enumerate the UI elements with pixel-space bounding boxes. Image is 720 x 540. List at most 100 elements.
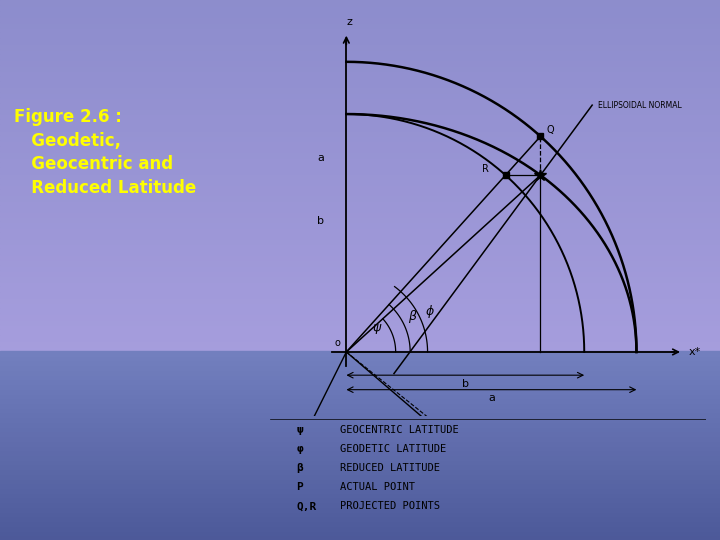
Bar xyxy=(0,491,720,497)
Bar xyxy=(0,378,720,383)
Bar xyxy=(0,32,720,38)
Bar xyxy=(0,416,720,421)
Bar xyxy=(0,450,720,455)
Bar xyxy=(0,173,720,178)
Bar xyxy=(0,432,720,437)
Bar xyxy=(0,157,720,162)
Bar xyxy=(0,243,720,248)
Bar xyxy=(0,399,720,403)
Bar xyxy=(0,248,720,254)
Bar xyxy=(0,81,720,86)
Bar xyxy=(0,436,720,441)
Bar xyxy=(0,464,720,470)
Bar xyxy=(0,455,720,460)
Bar xyxy=(0,43,720,49)
Bar xyxy=(0,356,720,361)
Bar xyxy=(0,54,720,59)
Bar xyxy=(0,365,720,370)
Bar xyxy=(0,394,720,400)
Bar xyxy=(0,108,720,113)
Bar xyxy=(0,427,720,432)
Text: ELLIPSOIDAL NORMAL: ELLIPSOIDAL NORMAL xyxy=(598,100,682,110)
Bar xyxy=(0,313,720,319)
Bar xyxy=(0,124,720,130)
Bar xyxy=(0,483,720,488)
Bar xyxy=(0,383,720,389)
Bar xyxy=(0,508,720,513)
Bar xyxy=(0,346,720,351)
Bar xyxy=(0,49,720,54)
Bar xyxy=(0,361,720,365)
Bar xyxy=(0,146,720,151)
Bar xyxy=(0,211,720,216)
Bar xyxy=(0,367,720,373)
Bar xyxy=(0,481,720,486)
Text: a: a xyxy=(318,153,324,163)
Bar xyxy=(0,524,720,529)
Bar xyxy=(0,437,720,443)
Bar xyxy=(0,97,720,103)
Bar xyxy=(0,384,720,389)
Bar xyxy=(0,119,720,124)
Text: o: o xyxy=(335,338,341,348)
Text: P: P xyxy=(296,482,303,492)
Text: ACTUAL POINT: ACTUAL POINT xyxy=(340,482,415,492)
Bar xyxy=(0,292,720,297)
Bar xyxy=(0,221,720,227)
Bar xyxy=(0,417,720,422)
Bar xyxy=(0,535,720,540)
Bar xyxy=(0,475,720,481)
Text: Q,R: Q,R xyxy=(296,502,316,511)
Bar xyxy=(0,162,720,167)
Bar xyxy=(0,459,720,464)
Bar xyxy=(0,502,720,508)
Bar xyxy=(0,422,720,427)
Bar xyxy=(0,375,720,379)
Bar xyxy=(0,319,720,324)
Bar xyxy=(0,497,720,502)
Bar xyxy=(0,530,720,535)
Bar xyxy=(0,135,720,140)
Bar xyxy=(0,403,720,408)
Text: PROJECTED POINTS: PROJECTED POINTS xyxy=(340,502,440,511)
Bar xyxy=(0,76,720,81)
Bar xyxy=(0,448,720,454)
Text: $\beta$: $\beta$ xyxy=(408,308,417,325)
Bar xyxy=(0,167,720,173)
Bar xyxy=(0,265,720,270)
Bar xyxy=(0,427,720,431)
Bar xyxy=(0,189,720,194)
Bar xyxy=(0,151,720,157)
Bar xyxy=(0,474,720,478)
Bar xyxy=(0,92,720,97)
Text: GEOCENTRIC LATITUDE: GEOCENTRIC LATITUDE xyxy=(340,426,459,435)
Bar xyxy=(0,512,720,516)
Bar xyxy=(0,389,720,394)
Text: Figure 2.6 :
   Geodetic,
   Geocentric and
   Reduced Latitude: Figure 2.6 : Geodetic, Geocentric and Re… xyxy=(14,108,197,197)
Bar xyxy=(0,521,720,526)
Bar xyxy=(0,0,720,5)
Bar xyxy=(0,335,720,340)
Bar xyxy=(0,113,720,119)
Text: GEODETIC LATITUDE: GEODETIC LATITUDE xyxy=(340,444,446,455)
Bar xyxy=(0,351,720,356)
Bar xyxy=(0,526,720,530)
Bar xyxy=(0,200,720,205)
Text: $\psi$: $\psi$ xyxy=(372,322,382,336)
Bar xyxy=(0,227,720,232)
Bar xyxy=(0,488,720,492)
Bar xyxy=(0,281,720,286)
Bar xyxy=(0,254,720,259)
Bar xyxy=(0,308,720,313)
Bar xyxy=(0,486,720,491)
Text: ψ: ψ xyxy=(296,426,303,435)
Bar xyxy=(0,27,720,32)
Bar xyxy=(0,389,720,394)
Text: a: a xyxy=(488,393,495,403)
Bar xyxy=(0,216,720,221)
Bar xyxy=(0,324,720,329)
Bar xyxy=(0,394,720,399)
Bar xyxy=(0,502,720,507)
Bar xyxy=(0,232,720,238)
Text: R: R xyxy=(482,164,489,174)
